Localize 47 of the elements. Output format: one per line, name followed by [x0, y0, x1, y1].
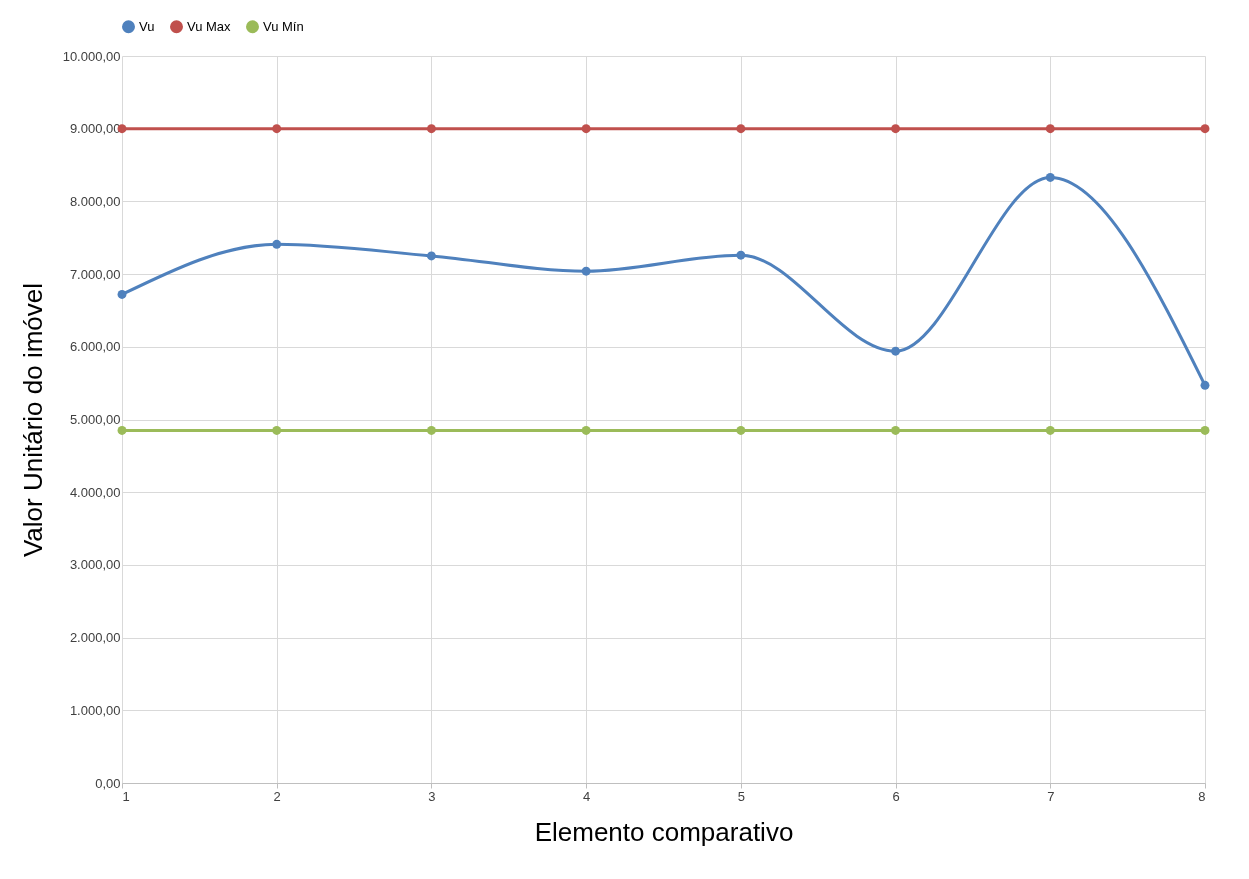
point: [1200, 425, 1210, 435]
legend-label: Vu Max: [187, 18, 232, 34]
point: [736, 124, 746, 134]
x-tick-label: 5: [737, 788, 745, 804]
point: [426, 425, 436, 435]
point: [426, 251, 436, 261]
x-tick-label: 2: [273, 788, 281, 804]
point: [736, 425, 746, 435]
y-tick-label: 5.000,00: [69, 412, 121, 427]
point: [272, 124, 282, 134]
y-tick-label: 10.000,00: [62, 48, 121, 64]
x-tick-label: 6: [892, 788, 900, 804]
y-tick-label: 6.000,00: [69, 339, 121, 355]
y-tick-label: 2.000,00: [69, 630, 121, 646]
point: [1200, 124, 1210, 134]
x-tick-label: 7: [1047, 788, 1055, 804]
point: [117, 425, 127, 435]
y-tick-label: 3.000,00: [69, 557, 121, 573]
x-tick-label: 3: [428, 788, 436, 804]
point: [736, 250, 746, 260]
legend-label: Vu Mín: [263, 18, 304, 34]
point: [1045, 172, 1055, 182]
y-tick-label: 9.000,00: [69, 121, 121, 137]
x-tick-label: 8: [1198, 788, 1206, 804]
point: [272, 239, 282, 249]
point: [581, 124, 591, 134]
y-tick-label: 4.000,00: [69, 484, 121, 500]
point: [1045, 425, 1055, 435]
y-tick-label: 8.000,00: [69, 193, 121, 209]
point: [581, 425, 591, 435]
x-tick-label: 4: [583, 788, 591, 804]
point: [891, 124, 901, 134]
y-tick-label: 7.000,00: [69, 266, 121, 282]
point: [426, 124, 436, 134]
y-axis-title: Valor Unitário do imóvel: [17, 282, 48, 558]
point: [1200, 380, 1210, 390]
y-tick-label: 1.000,00: [69, 702, 121, 718]
point: [581, 266, 591, 276]
point: [272, 425, 282, 435]
point: [891, 346, 901, 356]
legend-label: Vu: [139, 18, 155, 34]
point: [117, 289, 127, 299]
x-tick-label: 1: [122, 788, 130, 804]
y-tick-label: 0,00: [95, 775, 121, 791]
point: [891, 425, 901, 435]
x-axis-title: Elemento comparativo: [534, 816, 794, 847]
point: [1045, 124, 1055, 134]
